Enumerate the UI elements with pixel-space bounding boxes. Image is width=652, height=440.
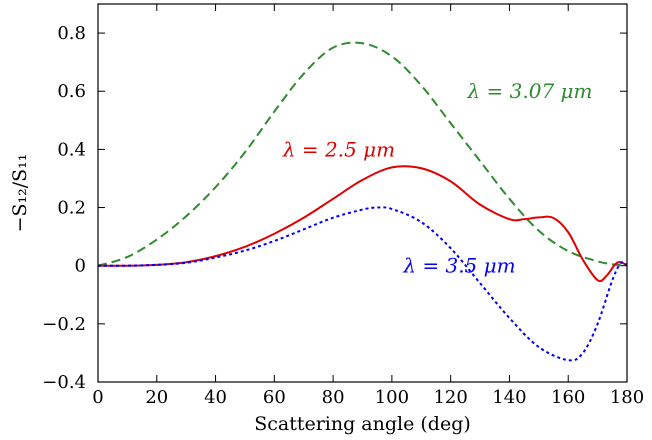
x-axis-label: Scattering angle (deg)	[254, 413, 471, 435]
y-tick-label: 0.8	[57, 23, 86, 44]
y-axis-label: −S₁₂/S₁₁	[9, 154, 31, 233]
series-line-1	[97, 165, 628, 283]
y-tick-label: −0.4	[42, 372, 86, 393]
series-annotation-0: λ = 3.07 μm	[467, 79, 593, 103]
x-tick-label: 80	[322, 387, 345, 408]
tick-group: 0 20 40 60 80 100 120 140 160 180 −0.4 −0.2 0 0.2 0.4 0…	[42, 4, 644, 408]
x-tick-label: 120	[433, 387, 467, 408]
x-tick-label: 0	[92, 387, 103, 408]
series-line-2	[97, 206, 628, 362]
y-tick-label: −0.2	[42, 314, 86, 335]
y-tick-label: 0.2	[57, 198, 86, 219]
y-tick-label: 0	[75, 256, 86, 277]
series-line-0	[97, 41, 628, 267]
x-tick-label: 180	[610, 387, 644, 408]
x-tick-label: 140	[492, 387, 526, 408]
x-tick-label: 20	[145, 387, 168, 408]
annotation-group: λ = 3.07 μm λ = 2.5 μm λ = 3.5 μm	[282, 79, 593, 277]
series-annotation-2: λ = 3.5 μm	[402, 254, 515, 278]
x-tick-label: 160	[551, 387, 585, 408]
x-tick-label: 40	[204, 387, 227, 408]
x-tick-label: 100	[375, 387, 409, 408]
x-tick-label: 60	[263, 387, 286, 408]
series-annotation-1: λ = 2.5 μm	[282, 137, 395, 161]
y-tick-label: 0.6	[57, 81, 86, 102]
plot-frame	[97, 3, 628, 383]
y-tick-label: 0.4	[57, 139, 86, 160]
series-group	[97, 41, 628, 362]
